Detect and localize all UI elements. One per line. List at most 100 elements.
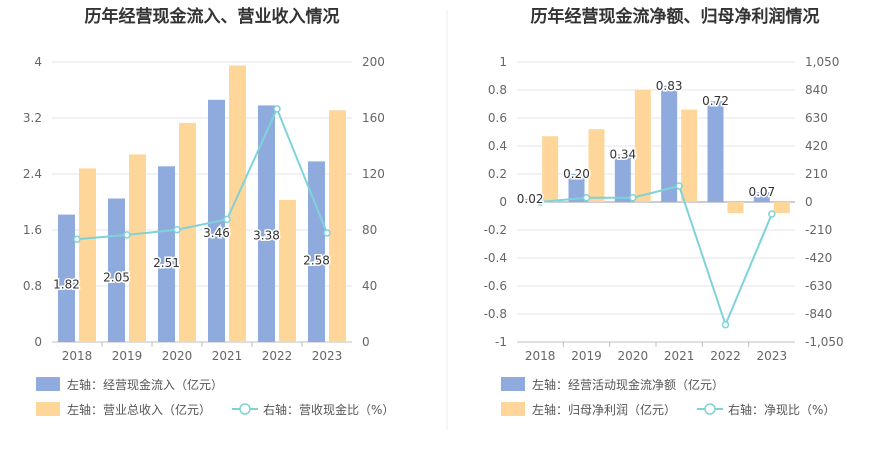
legend: 左轴：经营现金流入（亿元） 左轴：营业总收入（亿元） 右轴：营收现金比（%）: [36, 377, 394, 417]
bar-primary: [753, 192, 770, 202]
line-point: [223, 215, 231, 224]
legend-entry: 右轴：营收现金比（%）: [263, 402, 394, 417]
bar-secondary: [329, 110, 346, 342]
x-axis-tick-label: 2023: [312, 349, 343, 363]
data-label: 0.83: [656, 79, 683, 93]
x-axis-tick-label: 2019: [571, 349, 602, 363]
bar-secondary: [229, 65, 246, 342]
data-label: 0.72: [702, 94, 729, 108]
legend-entry: 左轴：经营现金流入（亿元）: [67, 377, 223, 392]
bar-primary: [522, 199, 539, 202]
bar-secondary: [773, 202, 790, 214]
left-axis-tick-label: 0: [499, 195, 507, 209]
bar-secondary: [279, 199, 296, 342]
bar-primary: [568, 174, 585, 202]
x-axis-tick-label: 2020: [162, 349, 193, 363]
line-point: [73, 235, 81, 243]
bar-secondary: [129, 154, 146, 342]
data-label: 2.05: [103, 270, 130, 284]
right-axis-tick-label: -840: [805, 307, 832, 321]
legend-swatch: [501, 377, 525, 391]
x-axis-tick-label: 2019: [112, 349, 143, 363]
line-point: [123, 231, 131, 239]
legend-entry: 左轴：经营活动现金流净额（亿元）: [532, 377, 724, 392]
legend: 左轴：经营活动现金流净额（亿元） 左轴：归母净利润（亿元） 右轴：净现比（%）: [501, 377, 835, 417]
line-point: [323, 229, 331, 237]
bar-primary: [308, 161, 325, 342]
x-axis-tick-label: 2022: [710, 349, 741, 363]
left-axis-tick-label: -0.8: [484, 307, 507, 321]
left-axis-tick-label: 4: [34, 55, 42, 69]
right-axis-tick-label: 840: [805, 83, 828, 97]
right-axis-tick-label: 0: [805, 195, 813, 209]
left-axis-tick-label: -1: [495, 335, 507, 349]
x-axis-tick-label: 2018: [525, 349, 556, 363]
right-axis-tick-label: 210: [805, 167, 828, 181]
chart-1: 历年经营现金流入、营业收入情况 0 0 0.8 40 1.6 80 2.4 120 3.2 160 4…: [23, 6, 395, 417]
data-label: 3.46: [203, 226, 230, 240]
right-axis-tick-label: 160: [362, 111, 385, 125]
line-point: [768, 210, 776, 218]
bar-primary: [614, 154, 631, 202]
right-axis-tick-label: -210: [805, 223, 832, 237]
data-label: 0.34: [609, 147, 636, 161]
right-axis-tick-label: 40: [362, 279, 377, 293]
data-label: 2.58: [303, 254, 330, 268]
bar-secondary: [179, 122, 196, 343]
right-axis-tick-label: 120: [362, 167, 385, 181]
line-point: [721, 320, 730, 329]
left-axis-tick-label: 0.2: [488, 167, 507, 181]
chart-2: 历年经营现金流净额、归母净利润情况 -1 -1,050 -0.8 -840 -0.6 -63…: [484, 6, 844, 417]
bar-secondary: [634, 90, 651, 202]
left-axis-tick-label: 0.8: [23, 279, 42, 293]
right-axis-tick-label: 200: [362, 55, 385, 69]
chart-title: 历年经营现金流净额、归母净利润情况: [531, 6, 820, 27]
right-axis-tick-label: 420: [805, 139, 828, 153]
x-axis-tick-label: 2020: [618, 349, 649, 363]
left-axis-tick-label: -0.4: [484, 251, 507, 265]
bar-primary: [258, 105, 275, 343]
legend-swatch: [501, 402, 525, 416]
right-axis-tick-label: 630: [805, 111, 828, 125]
right-axis-tick-label: -420: [805, 251, 832, 265]
line-series: [540, 184, 773, 328]
bar-secondary: [727, 202, 744, 214]
legend-swatch: [36, 402, 60, 416]
x-axis-tick-label: 2021: [664, 349, 695, 363]
right-axis-tick-label: 1,050: [805, 55, 839, 69]
legend-swatch: [36, 377, 60, 391]
x-axis-tick-label: 2022: [262, 349, 293, 363]
left-axis-tick-label: -0.6: [484, 279, 507, 293]
bar-primary: [661, 85, 678, 202]
left-axis-tick-label: 1: [499, 55, 507, 69]
bar-primary: [158, 166, 175, 342]
x-axis-tick-label: 2018: [62, 349, 93, 363]
line-point: [582, 193, 591, 202]
data-label: 2.51: [153, 256, 180, 270]
left-axis-tick-label: 2.4: [23, 167, 42, 181]
legend-swatch-marker: [704, 403, 716, 415]
left-axis-tick-label: 0.8: [488, 83, 507, 97]
data-label: 1.82: [53, 278, 80, 292]
right-axis-tick-label: -1,050: [805, 335, 844, 349]
legend-swatch-marker: [239, 403, 251, 415]
data-label: 3.38: [253, 229, 280, 243]
data-label: 0.20: [563, 167, 590, 181]
left-axis-tick-label: 0.6: [488, 111, 507, 125]
left-axis-tick-label: 1.6: [23, 223, 42, 237]
data-label: 0.07: [748, 185, 775, 199]
bar-secondary: [588, 129, 605, 202]
right-axis-tick-label: -630: [805, 279, 832, 293]
bar-primary: [707, 101, 724, 202]
bar-primary: [108, 198, 125, 342]
left-axis-tick-label: -0.2: [484, 223, 507, 237]
right-axis-tick-label: 80: [362, 223, 377, 237]
line-point: [173, 225, 181, 234]
legend-entry: 左轴：归母净利润（亿元）: [532, 402, 676, 417]
data-label: 0.02: [517, 192, 544, 206]
right-axis-tick-label: 0: [362, 335, 370, 349]
left-axis-tick-label: 3.2: [23, 111, 42, 125]
x-axis-tick-label: 2021: [212, 349, 243, 363]
